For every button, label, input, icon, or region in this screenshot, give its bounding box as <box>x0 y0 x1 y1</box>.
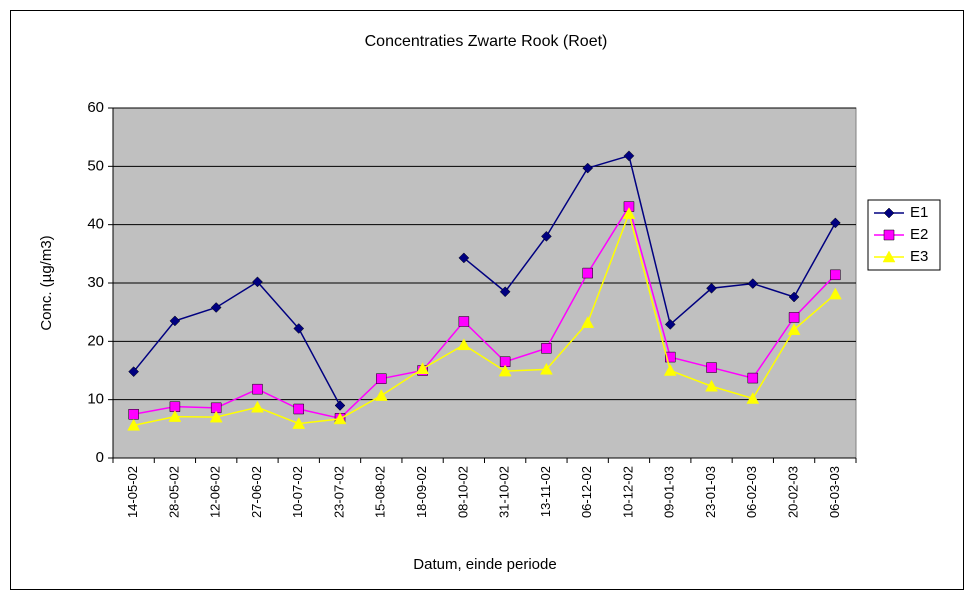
data-point <box>251 400 264 413</box>
x-tick-label: 15-08-02 <box>373 466 388 518</box>
data-point <box>747 278 759 289</box>
data-point <box>458 316 470 327</box>
data-point <box>788 291 800 303</box>
x-tick-label: 06-02-03 <box>744 466 759 518</box>
x-tick-label: 13-11-02 <box>538 466 553 517</box>
data-point <box>623 150 635 162</box>
data-point <box>292 417 306 429</box>
x-tick-label: 14-05-02 <box>125 466 140 518</box>
y-tick-label: 20 <box>87 332 104 349</box>
x-tick-label: 23-01-03 <box>703 466 718 518</box>
x-tick-label: 12-06-02 <box>208 466 223 518</box>
data-point <box>210 402 222 414</box>
x-tick-label: 10-12-02 <box>620 466 635 518</box>
data-point <box>830 269 841 281</box>
x-tick-label: 06-03-03 <box>827 466 842 518</box>
data-point <box>128 409 139 420</box>
legend-marker <box>883 229 895 241</box>
series-line <box>133 211 836 427</box>
data-point <box>252 383 263 395</box>
series-line <box>133 154 837 406</box>
data-point <box>458 252 470 264</box>
y-axis-label: Conc. (µg/m3) <box>38 235 55 330</box>
data-point <box>333 412 347 425</box>
data-point <box>168 410 182 422</box>
legend-label: E2 <box>910 226 928 243</box>
data-point <box>581 316 595 328</box>
x-tick-label: 09-01-03 <box>662 466 677 518</box>
y-tick-label: 50 <box>87 157 104 174</box>
data-point <box>293 323 305 334</box>
x-tick-label: 08-10-02 <box>455 466 470 518</box>
x-tick-label: 06-12-02 <box>579 466 594 518</box>
y-tick-label: 10 <box>87 391 104 408</box>
data-point <box>830 217 841 229</box>
x-tick-label: 31-10-02 <box>497 466 512 518</box>
data-point <box>374 389 388 401</box>
data-point <box>252 276 263 288</box>
data-point <box>664 319 676 330</box>
data-point <box>210 302 222 313</box>
y-tick-label: 0 <box>96 449 104 466</box>
data-point <box>169 315 181 327</box>
data-point <box>706 282 717 294</box>
y-tick-label: 40 <box>87 216 104 233</box>
data-point <box>416 362 430 374</box>
legend-marker <box>882 250 896 263</box>
x-tick-label: 28-05-02 <box>166 466 181 518</box>
data-point <box>663 363 677 376</box>
data-point <box>127 418 141 431</box>
x-tick-label: 18-09-02 <box>414 466 429 518</box>
data-point <box>128 366 139 378</box>
data-point <box>541 343 552 354</box>
y-tick-label: 60 <box>87 99 104 116</box>
data-point <box>788 312 800 323</box>
data-point <box>622 207 636 219</box>
data-point <box>499 356 511 367</box>
x-tick-label: 10-07-02 <box>290 466 305 518</box>
data-point <box>705 379 718 392</box>
x-tick-label: 20-02-03 <box>786 466 801 518</box>
data-point <box>706 362 717 373</box>
data-point <box>498 364 512 377</box>
data-point <box>539 362 553 375</box>
x-tick-label: 27-06-02 <box>249 466 264 518</box>
data-point <box>541 230 552 242</box>
data-point <box>169 401 181 412</box>
legend-label: E3 <box>910 248 928 265</box>
data-point <box>828 287 842 300</box>
data-point <box>209 410 223 423</box>
legend-marker <box>883 207 895 219</box>
data-point <box>582 162 594 174</box>
data-point <box>787 323 801 335</box>
data-point <box>747 372 759 384</box>
x-axis-label: Datum, einde periode <box>413 556 556 573</box>
data-point <box>582 267 593 279</box>
data-point <box>457 338 471 351</box>
data-point <box>376 373 387 384</box>
series-line <box>133 204 836 420</box>
data-point <box>334 400 346 411</box>
data-point <box>499 286 511 298</box>
data-point <box>293 403 304 415</box>
data-point <box>746 391 760 404</box>
data-point <box>623 201 635 212</box>
legend-label: E1 <box>910 204 928 221</box>
y-tick-label: 30 <box>87 274 104 291</box>
x-tick-label: 23-07-02 <box>331 466 346 518</box>
chart-title: Concentraties Zwarte Rook (Roet) <box>365 33 608 50</box>
